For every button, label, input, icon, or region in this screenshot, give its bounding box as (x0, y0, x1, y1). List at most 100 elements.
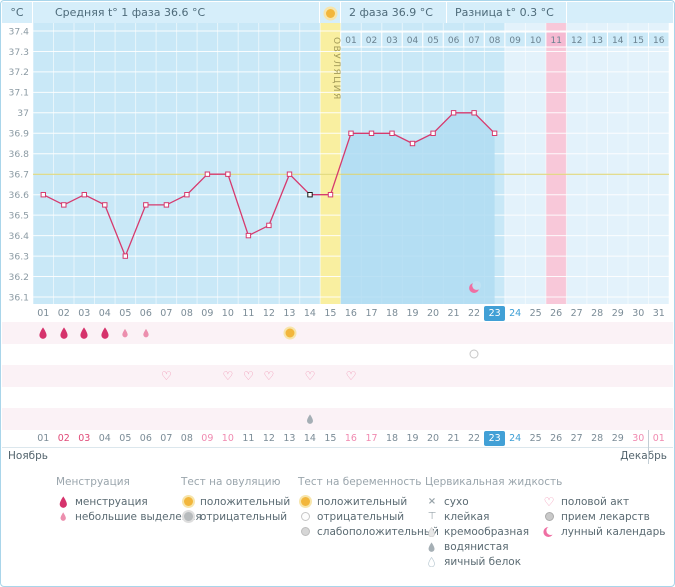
menstruation-drop-icon-day-2[interactable] (60, 327, 69, 339)
cycle-day-21[interactable]: 21 (447, 308, 460, 319)
cycle-day-04[interactable]: 04 (98, 308, 111, 319)
temp-point-day-19[interactable] (409, 140, 416, 147)
date-07[interactable]: 07 (160, 433, 173, 444)
temp-point-day-1[interactable] (40, 192, 46, 198)
cycle-day-25[interactable]: 25 (529, 308, 542, 319)
cycle-day-17[interactable]: 17 (365, 308, 378, 319)
cycle-day-11[interactable]: 11 (242, 308, 255, 319)
temp-point-day-16[interactable] (348, 130, 354, 136)
cycle-day-20[interactable]: 20 (427, 308, 440, 319)
cycle-day-26[interactable]: 26 (550, 308, 563, 319)
temp-point-day-11[interactable] (245, 232, 252, 239)
temp-point-day-15[interactable] (327, 192, 334, 198)
date-26[interactable]: 26 (550, 433, 563, 444)
date-13[interactable]: 13 (283, 433, 296, 444)
temp-point-day-14[interactable] (307, 192, 313, 198)
date-17[interactable]: 17 (365, 433, 378, 444)
intercourse-heart-icon-day-10[interactable]: ♡ (222, 369, 234, 383)
temp-point-day-9[interactable] (204, 171, 211, 177)
date-10[interactable]: 10 (221, 433, 234, 444)
cycle-day-01[interactable]: 01 (37, 308, 50, 319)
temp-point-day-5[interactable] (122, 253, 128, 259)
menstruation-drop-icon-day-3[interactable] (80, 327, 89, 339)
pregnancy-test-negative-icon-day-22[interactable] (469, 349, 479, 359)
cycle-day-06[interactable]: 06 (139, 308, 152, 319)
date-09[interactable]: 09 (201, 433, 214, 444)
intercourse-heart-icon-day-14[interactable]: ♡ (304, 369, 316, 383)
date-05[interactable]: 05 (119, 433, 132, 444)
intercourse-heart-icon-day-12[interactable]: ♡ (263, 369, 275, 383)
cycle-day-07[interactable]: 07 (160, 308, 173, 319)
cervical-fluid-icon-day-14[interactable] (306, 414, 313, 425)
date-29[interactable]: 29 (611, 433, 624, 444)
temp-point-day-8[interactable] (184, 192, 190, 198)
date-06[interactable]: 06 (139, 433, 152, 444)
temp-point-day-12[interactable] (266, 222, 272, 229)
date-16[interactable]: 16 (344, 433, 357, 444)
temp-point-day-6[interactable] (143, 202, 149, 208)
cycle-day-03[interactable]: 03 (78, 308, 91, 319)
cycle-day-18[interactable]: 18 (386, 308, 399, 319)
cycle-day-12[interactable]: 12 (262, 308, 275, 319)
cycle-day-23[interactable]: 23 (484, 306, 505, 321)
temp-point-day-10[interactable] (225, 171, 231, 177)
temp-point-day-4[interactable] (102, 202, 108, 208)
cycle-day-19[interactable]: 19 (406, 308, 419, 319)
cycle-day-05[interactable]: 05 (119, 308, 132, 319)
intercourse-heart-icon-day-11[interactable]: ♡ (243, 369, 254, 383)
dpo-cell[interactable] (648, 31, 670, 48)
cycle-day-08[interactable]: 08 (180, 308, 193, 319)
temp-point-day-13[interactable] (286, 171, 293, 177)
temp-point-day-3[interactable] (81, 192, 87, 198)
date-19[interactable]: 19 (406, 433, 419, 444)
date-14[interactable]: 14 (303, 433, 316, 444)
cycle-day-29[interactable]: 29 (611, 308, 624, 319)
cycle-day-27[interactable]: 27 (570, 308, 583, 319)
intercourse-heart-icon-day-7[interactable]: ♡ (161, 369, 172, 383)
cycle-day-14[interactable]: 14 (303, 308, 316, 319)
date-03[interactable]: 03 (78, 433, 91, 444)
date-08[interactable]: 08 (180, 433, 193, 444)
date-23[interactable]: 23 (484, 431, 505, 446)
date-02[interactable]: 02 (57, 433, 70, 444)
temp-point-day-17[interactable] (368, 130, 375, 136)
date-04[interactable]: 04 (98, 433, 111, 444)
spotting-drop-icon-day-6[interactable] (143, 328, 149, 338)
date-18[interactable]: 18 (386, 433, 399, 444)
cycle-day-30[interactable]: 30 (632, 308, 645, 319)
date-22[interactable]: 22 (468, 433, 481, 444)
menstruation-drop-icon-day-1[interactable] (39, 327, 48, 339)
date-24[interactable]: 24 (509, 433, 522, 444)
date-25[interactable]: 25 (529, 433, 542, 444)
cycle-day-09[interactable]: 09 (201, 308, 214, 319)
intercourse-heart-icon-day-16[interactable]: ♡ (345, 369, 357, 383)
date-28[interactable]: 28 (591, 433, 604, 444)
temp-point-day-7[interactable] (163, 202, 170, 208)
temp-point-day-2[interactable] (61, 202, 67, 208)
cycle-day-02[interactable]: 02 (57, 308, 70, 319)
cycle-day-13[interactable]: 13 (283, 308, 296, 319)
temp-point-day-22[interactable] (471, 110, 477, 116)
cycle-day-31[interactable]: 31 (652, 308, 665, 319)
temperature-chart[interactable]: 01 02 03 04 05 06 07 08 09 10 11 12 13 14 15 16 ОВУЛЯЦИЯ… (2, 23, 673, 305)
menstruation-drop-icon-day-4[interactable] (101, 327, 110, 339)
cycle-day-28[interactable]: 28 (591, 308, 604, 319)
spotting-drop-icon-day-5[interactable] (122, 328, 128, 338)
cycle-day-10[interactable]: 10 (221, 308, 234, 319)
ovulation-test-positive-icon-day-13[interactable] (285, 328, 294, 338)
date-15[interactable]: 15 (324, 433, 337, 444)
date-27[interactable]: 27 (570, 433, 583, 444)
date-20[interactable]: 20 (427, 433, 440, 444)
cycle-day-24[interactable]: 24 (509, 308, 522, 319)
cycle-day-22[interactable]: 22 (468, 308, 481, 319)
temp-point-day-20[interactable] (430, 130, 436, 136)
cycle-day-15[interactable]: 15 (324, 308, 337, 319)
date-21[interactable]: 21 (447, 433, 460, 444)
date-01[interactable]: 01 (652, 433, 665, 444)
date-30[interactable]: 30 (632, 433, 645, 444)
cycle-day-16[interactable]: 16 (344, 308, 357, 319)
date-01[interactable]: 01 (37, 433, 50, 444)
temp-point-day-21[interactable] (450, 110, 457, 116)
temp-point-day-23[interactable] (491, 130, 498, 136)
date-11[interactable]: 11 (242, 433, 255, 444)
